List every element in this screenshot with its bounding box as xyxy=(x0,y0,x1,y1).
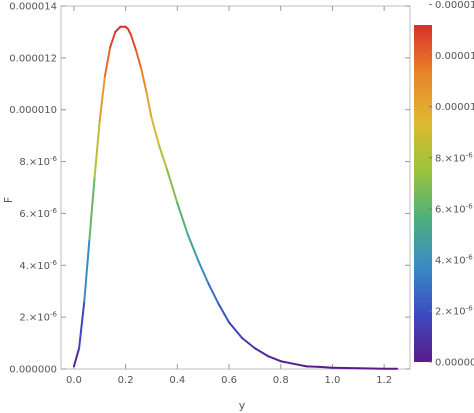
curve-segment xyxy=(266,355,282,363)
curve-segment xyxy=(186,233,200,262)
colorbar-tick-label: 2.×10-6 xyxy=(435,304,473,317)
curve-segment xyxy=(292,362,308,368)
x-tick-label: 0.4 xyxy=(169,375,185,386)
data-curve xyxy=(72,25,399,370)
y-tick-label: 6.×10-6 xyxy=(19,207,57,220)
x-axis-title: y xyxy=(239,399,246,412)
curve-segment xyxy=(72,347,81,368)
curve-segment xyxy=(318,365,334,369)
curve-segment xyxy=(158,145,168,171)
curve-segment xyxy=(129,33,137,52)
curve-segment xyxy=(176,202,189,236)
y-tick-label: 0.000014 xyxy=(9,2,57,13)
y-tick-label: 0.000010 xyxy=(9,105,57,116)
x-tick-label: 1.2 xyxy=(376,375,392,386)
curve-segment xyxy=(145,90,153,119)
colorbar-ticks: 0.000000 2.×10-6 4.×10-6 6.×10-6 8.×10-6 0.00… xyxy=(429,0,474,369)
colorbar-tick-label: 8.×10-6 xyxy=(435,151,473,164)
curve-segment xyxy=(305,365,321,368)
curve-segment xyxy=(240,336,256,350)
colorbar-tick-label: 0.000010 xyxy=(435,102,474,113)
curve-segment xyxy=(279,360,295,365)
curve-segment xyxy=(150,116,161,148)
colorbar-tick-label: 0.000014 xyxy=(435,0,474,11)
x-tick-label: 1.0 xyxy=(324,375,340,386)
colorbar xyxy=(414,25,432,362)
y-tick-label: 4.×10-6 xyxy=(19,259,57,272)
curve-segment xyxy=(109,30,117,49)
curve-segment xyxy=(197,259,210,285)
y-tick-label: 8.×10-6 xyxy=(19,155,57,168)
colorbar-tick-label: 0.000000 xyxy=(435,358,474,369)
x-axis-ticks: 0.0 0.2 0.4 0.6 0.8 1.0 1.2 xyxy=(66,6,392,386)
curve-segment xyxy=(217,303,231,324)
curve-segment xyxy=(114,25,122,33)
colorbar-tick-label: 0.000012 xyxy=(435,51,474,62)
colorbar-tick-label: 4.×10-6 xyxy=(435,253,473,266)
plot-frame xyxy=(60,5,411,370)
x-tick-label: 0.8 xyxy=(273,375,289,386)
curve-segment xyxy=(165,168,179,205)
curve-segment xyxy=(228,321,243,339)
curve-segment xyxy=(93,119,101,179)
y-tick-label: 0.000012 xyxy=(9,53,57,64)
curve-segment xyxy=(88,176,96,241)
y-axis-ticks: 0.000000 2.×10-6 4.×10-6 6.×10-6 8.×10-6 0.00… xyxy=(9,2,410,376)
curve-segment xyxy=(83,238,91,303)
curve-segment xyxy=(98,75,106,122)
curve-segment xyxy=(134,49,143,70)
curve-segment xyxy=(253,347,269,358)
x-tick-label: 0.6 xyxy=(221,375,237,386)
x-tick-label: 0.0 xyxy=(66,375,82,386)
y-tick-label: 0.000000 xyxy=(9,365,57,376)
y-axis-title: F xyxy=(2,197,15,203)
curve-segment xyxy=(140,67,148,93)
curve-segment xyxy=(78,300,86,350)
colorbar-tick-label: 6.×10-6 xyxy=(435,202,473,215)
curve-segment xyxy=(207,282,220,306)
y-tick-label: 2.×10-6 xyxy=(19,311,57,324)
curve-segment xyxy=(103,46,112,78)
x-tick-label: 0.2 xyxy=(118,375,134,386)
